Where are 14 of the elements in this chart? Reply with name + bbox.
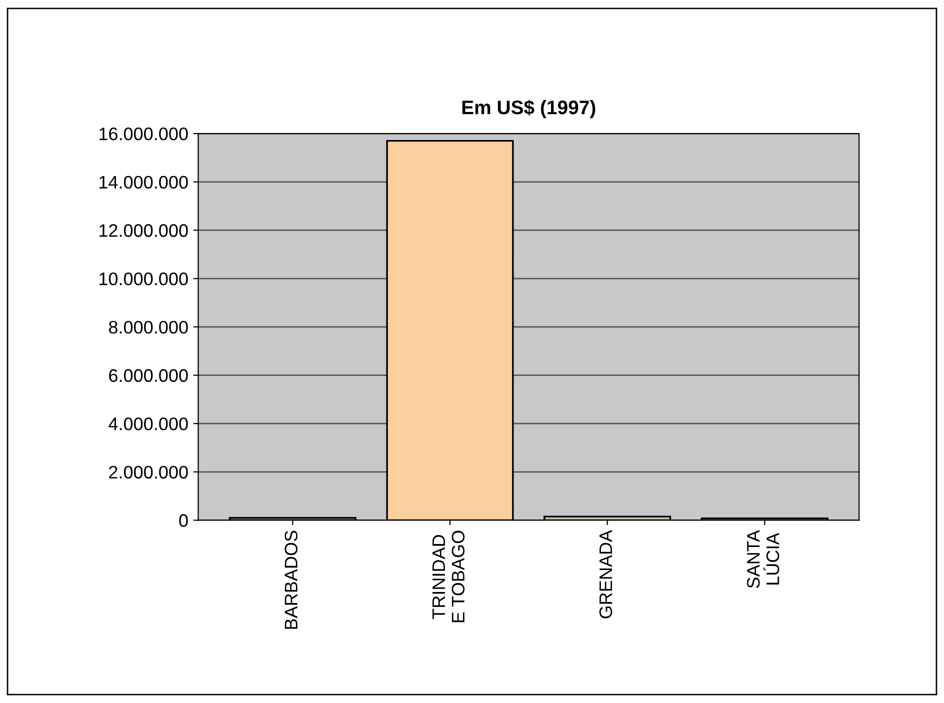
y-tick-label: 10.000.000 bbox=[100, 272, 188, 286]
x-tick-label: GRENADA bbox=[599, 530, 612, 618]
y-tick-label: 16.000.000 bbox=[100, 128, 188, 140]
y-tick-label: 14.000.000 bbox=[100, 176, 188, 189]
y-tick-label: 4.000.000 bbox=[108, 417, 188, 430]
x-tick-label: SANTA LÚCIA bbox=[746, 530, 780, 588]
chart-title: Em US$ (1997) bbox=[462, 100, 596, 118]
y-tick-label: 12.000.000 bbox=[100, 224, 188, 237]
x-tick-label: TRINIDAD E TOBAGO bbox=[432, 530, 465, 622]
x-tick-label: BARBADOS bbox=[284, 530, 298, 629]
y-tick-label: 8.000.000 bbox=[108, 320, 188, 334]
y-tick-label: 6.000.000 bbox=[109, 369, 188, 382]
y-tick-label: 0 bbox=[179, 514, 188, 527]
y-tick-label: 2.000.000 bbox=[109, 466, 188, 479]
